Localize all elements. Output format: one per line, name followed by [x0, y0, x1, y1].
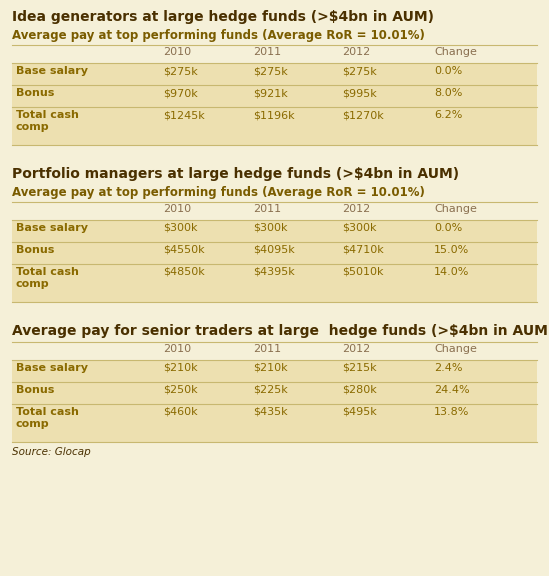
- Text: $4095k: $4095k: [253, 245, 295, 255]
- Text: $4550k: $4550k: [164, 245, 205, 255]
- Text: $4710k: $4710k: [342, 245, 384, 255]
- Text: $300k: $300k: [253, 223, 287, 233]
- Text: $5010k: $5010k: [342, 267, 384, 277]
- Text: Idea generators at large hedge funds (>$4bn in AUM): Idea generators at large hedge funds (>$…: [12, 10, 434, 24]
- Text: 24.4%: 24.4%: [434, 385, 469, 395]
- Text: $250k: $250k: [164, 385, 198, 395]
- Text: 6.2%: 6.2%: [434, 110, 462, 120]
- Text: $1196k: $1196k: [253, 110, 294, 120]
- Text: Base salary: Base salary: [16, 223, 88, 233]
- Text: 2010: 2010: [164, 47, 192, 57]
- Text: $970k: $970k: [164, 88, 198, 98]
- Bar: [12, 242, 537, 264]
- Text: 15.0%: 15.0%: [434, 245, 469, 255]
- Text: $300k: $300k: [342, 223, 377, 233]
- Text: Base salary: Base salary: [16, 66, 88, 76]
- Text: 2.4%: 2.4%: [434, 363, 462, 373]
- Text: $921k: $921k: [253, 88, 288, 98]
- Text: $4395k: $4395k: [253, 267, 295, 277]
- Text: $435k: $435k: [253, 407, 288, 417]
- Bar: [12, 404, 537, 442]
- Bar: [12, 264, 537, 302]
- Text: 13.8%: 13.8%: [434, 407, 469, 417]
- Text: $275k: $275k: [342, 66, 377, 76]
- Text: 2011: 2011: [253, 47, 281, 57]
- Text: Portfolio managers at large hedge funds (>$4bn in AUM): Portfolio managers at large hedge funds …: [12, 167, 459, 181]
- Text: $460k: $460k: [164, 407, 198, 417]
- Text: 0.0%: 0.0%: [434, 223, 462, 233]
- Bar: [12, 85, 537, 107]
- Text: Total cash
comp: Total cash comp: [16, 110, 79, 131]
- Text: Source: Glocap: Source: Glocap: [12, 447, 91, 457]
- Text: $1270k: $1270k: [342, 110, 384, 120]
- Text: Bonus: Bonus: [16, 245, 54, 255]
- Text: 2012: 2012: [342, 204, 371, 214]
- Text: Total cash
comp: Total cash comp: [16, 407, 79, 429]
- Text: Total cash
comp: Total cash comp: [16, 267, 79, 289]
- Text: Change: Change: [434, 47, 477, 57]
- Text: 8.0%: 8.0%: [434, 88, 462, 98]
- Text: 2011: 2011: [253, 344, 281, 354]
- Text: Bonus: Bonus: [16, 385, 54, 395]
- Text: Average pay at top performing funds (Average RoR = 10.01%): Average pay at top performing funds (Ave…: [12, 29, 425, 42]
- Text: Change: Change: [434, 204, 477, 214]
- Bar: [12, 107, 537, 145]
- Text: $275k: $275k: [253, 66, 288, 76]
- Text: $1245k: $1245k: [164, 110, 205, 120]
- Text: $280k: $280k: [342, 385, 377, 395]
- Text: $995k: $995k: [342, 88, 377, 98]
- Text: $210k: $210k: [164, 363, 198, 373]
- Text: 2012: 2012: [342, 47, 371, 57]
- Text: 2010: 2010: [164, 344, 192, 354]
- Text: $275k: $275k: [164, 66, 198, 76]
- Text: Average pay at top performing funds (Average RoR = 10.01%): Average pay at top performing funds (Ave…: [12, 186, 425, 199]
- Text: 2010: 2010: [164, 204, 192, 214]
- Text: 2012: 2012: [342, 344, 371, 354]
- Text: Bonus: Bonus: [16, 88, 54, 98]
- Text: $300k: $300k: [164, 223, 198, 233]
- Text: Average pay for senior traders at large  hedge funds (>$4bn in AUM): Average pay for senior traders at large …: [12, 324, 549, 338]
- Text: 2011: 2011: [253, 204, 281, 214]
- Text: $4850k: $4850k: [164, 267, 205, 277]
- Bar: [12, 220, 537, 242]
- Text: 0.0%: 0.0%: [434, 66, 462, 76]
- Text: Change: Change: [434, 344, 477, 354]
- Text: $225k: $225k: [253, 385, 288, 395]
- Text: $210k: $210k: [253, 363, 288, 373]
- Text: Base salary: Base salary: [16, 363, 88, 373]
- Text: 14.0%: 14.0%: [434, 267, 469, 277]
- Bar: [12, 360, 537, 382]
- Text: $495k: $495k: [342, 407, 377, 417]
- Bar: [12, 382, 537, 404]
- Text: $215k: $215k: [342, 363, 377, 373]
- Bar: [12, 63, 537, 85]
